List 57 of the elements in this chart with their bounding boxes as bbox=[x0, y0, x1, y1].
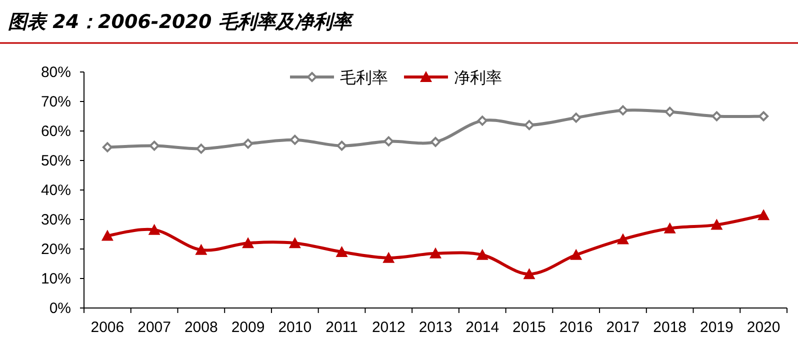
point bbox=[149, 140, 160, 151]
y-tick-label: 20% bbox=[40, 241, 71, 258]
point bbox=[570, 248, 582, 260]
point bbox=[195, 244, 208, 255]
point bbox=[148, 224, 160, 235]
point bbox=[523, 268, 536, 280]
point bbox=[616, 233, 629, 244]
y-tick-label: 60% bbox=[40, 123, 71, 140]
point bbox=[242, 237, 254, 248]
x-tick-label: 2016 bbox=[559, 319, 593, 336]
point bbox=[336, 246, 348, 257]
y-tick-label: 50% bbox=[40, 152, 71, 170]
y-tick-label: 40% bbox=[40, 182, 71, 199]
x-tick-label: 2015 bbox=[512, 319, 546, 336]
point bbox=[384, 136, 394, 146]
point bbox=[571, 112, 582, 123]
x-tick-label: 2019 bbox=[700, 319, 734, 336]
point bbox=[290, 134, 300, 145]
point bbox=[102, 142, 112, 152]
chart-title: 图表 24：2006-2020 毛利率及净利率 bbox=[8, 11, 354, 33]
x-tick-label: 2018 bbox=[653, 319, 687, 336]
legend-label: 毛利率 bbox=[340, 68, 388, 87]
x-tick-label: 2007 bbox=[138, 319, 171, 336]
y-tick-label: 80% bbox=[40, 64, 71, 81]
point bbox=[196, 144, 206, 154]
point bbox=[710, 218, 723, 230]
x-tick-label: 2010 bbox=[278, 319, 312, 336]
y-tick-label: 30% bbox=[40, 212, 71, 228]
point bbox=[712, 111, 722, 122]
y-tick-label: 0% bbox=[49, 300, 71, 317]
point bbox=[430, 136, 440, 147]
point bbox=[382, 252, 395, 263]
y-tick-label: 70% bbox=[40, 94, 71, 110]
x-tick-label: 2012 bbox=[372, 319, 406, 336]
x-tick-label: 2013 bbox=[418, 319, 452, 336]
x-tick-label: 2008 bbox=[184, 319, 218, 336]
point bbox=[758, 111, 769, 122]
x-tick-label: 2011 bbox=[326, 319, 358, 336]
x-tick-label: 2009 bbox=[231, 319, 265, 336]
point bbox=[664, 222, 676, 234]
y-tick-label: 10% bbox=[40, 270, 71, 288]
point bbox=[664, 106, 675, 117]
x-tick-label: 2020 bbox=[746, 319, 780, 336]
legend-label: 净利率 bbox=[454, 68, 502, 87]
point bbox=[477, 116, 488, 126]
point bbox=[524, 120, 534, 130]
point bbox=[476, 248, 488, 260]
x-tick-label: 2017 bbox=[606, 319, 640, 336]
x-tick-label: 2014 bbox=[466, 319, 500, 336]
point bbox=[101, 230, 114, 241]
point bbox=[758, 209, 770, 220]
point bbox=[618, 105, 628, 116]
point bbox=[430, 247, 442, 258]
point bbox=[336, 140, 347, 151]
point bbox=[243, 138, 254, 149]
x-tick-label: 2006 bbox=[90, 319, 124, 336]
point bbox=[288, 237, 301, 248]
